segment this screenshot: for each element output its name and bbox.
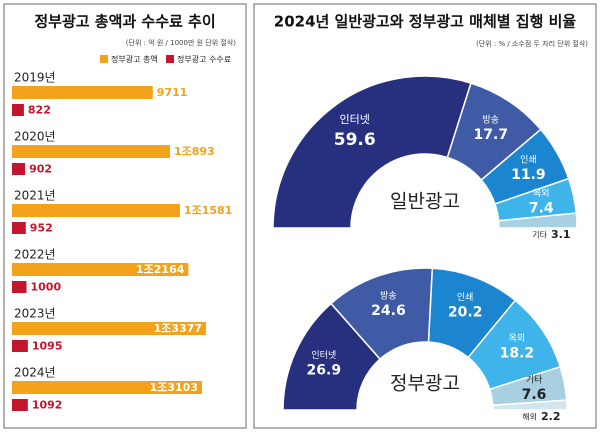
segment-label: 인터넷: [340, 113, 370, 126]
segment-label: 기타: [526, 375, 543, 386]
segment-value: 17.7: [474, 127, 509, 143]
segment-label: 옥외: [533, 187, 550, 199]
segment-value: 7.4: [529, 201, 554, 217]
segment-label: 인쇄: [457, 292, 474, 303]
legend-label: 정부광고 수수료: [177, 54, 231, 64]
bar: [12, 399, 28, 411]
category-label: 2022년: [14, 248, 56, 262]
category-label: 2024년: [14, 366, 56, 380]
segment-label: 방송: [483, 114, 500, 125]
donut-segment: [497, 212, 578, 229]
value-label: 9711: [157, 86, 188, 99]
chart-title: 2024년 일반광고와 정부광고 매체별 집행 비율: [274, 13, 577, 31]
segment-label: 인터넷: [311, 350, 336, 361]
value-label: 1조3103: [150, 381, 198, 394]
bar: [12, 322, 206, 335]
category-label: 2021년: [14, 189, 56, 203]
value-label: 1조893: [174, 145, 215, 158]
value-label: 902: [29, 163, 52, 176]
category-label: 2020년: [14, 130, 56, 144]
value-label: 1092: [32, 399, 63, 412]
segment-value: 26.9: [307, 362, 342, 378]
segment-value: 2.2: [541, 410, 561, 423]
segment-value: 24.6: [371, 303, 406, 319]
segment-value: 59.6: [334, 130, 376, 150]
bar: [12, 263, 189, 276]
category-label: 2023년: [14, 307, 56, 321]
value-label: 1095: [32, 340, 63, 353]
donut-center-label: 일반광고: [390, 191, 460, 213]
category-label: 2019년: [14, 71, 56, 85]
segment-label: 인쇄: [520, 155, 537, 166]
value-label: 952: [30, 222, 53, 235]
donut-segment: [272, 75, 472, 229]
value-label: 822: [28, 104, 51, 117]
legend-swatch: [100, 55, 108, 63]
legend-label: 정부광고 총액: [111, 54, 158, 64]
donut-center-label: 정부광고: [390, 373, 460, 395]
donut-segment: [492, 399, 568, 411]
segment-value: 18.2: [500, 346, 535, 362]
bar: [12, 204, 180, 217]
segment-value: 7.6: [522, 387, 547, 403]
segment-value: 3.1: [551, 228, 571, 241]
legend-swatch: [166, 55, 174, 63]
value-label: 1조3377: [154, 322, 202, 335]
chart-subtitle: (단위 : 억 원 / 1000만 원 단위 절삭): [126, 38, 236, 47]
segment-label: 옥외: [509, 332, 526, 344]
bar: [12, 145, 170, 158]
bar: [12, 104, 24, 116]
chart-title: 정부광고 총액과 수수료 추이: [34, 13, 215, 31]
bar: [12, 86, 153, 99]
chart-subtitle: (단위 : % / 소수점 두 자리 단위 절삭): [476, 39, 588, 48]
bar: [12, 222, 26, 234]
bar: [12, 281, 27, 293]
value-label: 1조2164: [136, 263, 185, 276]
segment-label: 방송: [380, 291, 397, 302]
segment-label: 기타: [532, 231, 547, 240]
bar: [12, 381, 202, 394]
bar: [12, 340, 28, 352]
segment-value: 20.2: [448, 305, 483, 321]
bar: [12, 163, 26, 175]
segment-value: 11.9: [511, 167, 546, 183]
value-label: 1조1581: [184, 204, 232, 217]
value-label: 1000: [31, 281, 62, 294]
segment-label: 해외: [522, 412, 537, 422]
